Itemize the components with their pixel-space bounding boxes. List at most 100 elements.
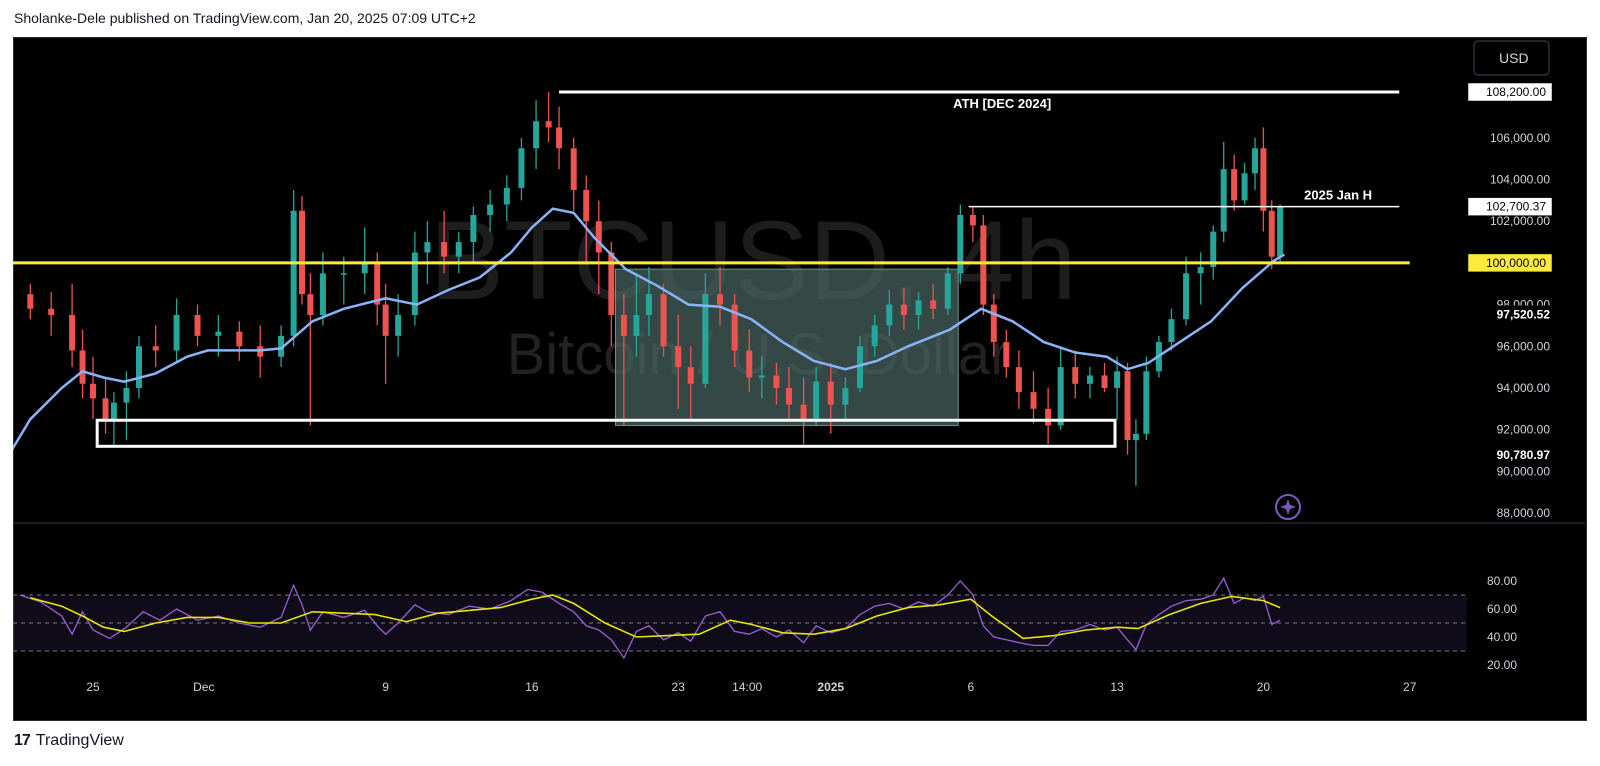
candle-body[interactable] xyxy=(1252,148,1259,174)
candle-body[interactable] xyxy=(395,315,402,336)
candle-body[interactable] xyxy=(595,221,602,253)
candle-body[interactable] xyxy=(645,294,652,316)
candle-body[interactable] xyxy=(1045,408,1052,426)
candle-body[interactable] xyxy=(1101,375,1108,388)
rsi-line[interactable] xyxy=(19,576,1281,660)
candle-body[interactable] xyxy=(518,148,525,188)
candle-body[interactable] xyxy=(857,346,864,388)
support-zone-box[interactable] xyxy=(95,418,1117,448)
candle-body[interactable] xyxy=(758,375,765,378)
candle-body[interactable] xyxy=(69,315,76,351)
footer-brand[interactable]: 17 TradingView xyxy=(14,732,124,750)
candle-body[interactable] xyxy=(319,273,326,316)
candle-body[interactable] xyxy=(1114,371,1121,388)
candle-body[interactable] xyxy=(813,381,820,420)
candle-body[interactable] xyxy=(900,304,907,316)
candle-body[interactable] xyxy=(290,210,297,336)
candle-body[interactable] xyxy=(194,315,201,336)
candle-body[interactable] xyxy=(382,304,389,336)
candle-body[interactable] xyxy=(731,304,738,351)
candle-body[interactable] xyxy=(1210,231,1217,268)
candle-body[interactable] xyxy=(1260,148,1267,211)
candle-body[interactable] xyxy=(842,387,849,405)
candle-body[interactable] xyxy=(1030,392,1037,409)
candle-body[interactable] xyxy=(660,294,667,347)
candle-body[interactable] xyxy=(570,148,577,190)
candle-body[interactable] xyxy=(915,300,922,316)
candle-body[interactable] xyxy=(110,402,117,420)
candle-body[interactable] xyxy=(374,262,381,305)
candle-body[interactable] xyxy=(556,127,563,149)
candle-body[interactable] xyxy=(930,300,937,309)
candle-body[interactable] xyxy=(1183,273,1190,320)
candle-body[interactable] xyxy=(886,304,893,326)
candle-body[interactable] xyxy=(487,204,494,215)
candle-body[interactable] xyxy=(123,387,130,403)
candle-body[interactable] xyxy=(1072,367,1079,384)
sparkle-icon[interactable] xyxy=(1275,494,1301,520)
candle-body[interactable] xyxy=(503,187,510,205)
candle-body[interactable] xyxy=(980,225,987,305)
candle-body[interactable] xyxy=(827,381,834,405)
candle-body[interactable] xyxy=(215,331,222,336)
candle-body[interactable] xyxy=(969,214,976,226)
candle-body[interactable] xyxy=(236,331,243,347)
candle-body[interactable] xyxy=(27,294,34,309)
candle-body[interactable] xyxy=(278,335,285,357)
candle-body[interactable] xyxy=(545,121,552,128)
candle-body[interactable] xyxy=(48,308,55,316)
candle-body[interactable] xyxy=(102,398,109,420)
candle-body[interactable] xyxy=(1003,342,1010,368)
candle-body[interactable] xyxy=(1231,169,1238,201)
candle-body[interactable] xyxy=(340,273,347,275)
candle-body[interactable] xyxy=(1015,367,1022,393)
candle-body[interactable] xyxy=(1268,210,1275,257)
candle-body[interactable] xyxy=(675,346,682,368)
candle-body[interactable] xyxy=(152,346,159,351)
candle-body[interactable] xyxy=(470,214,477,243)
candle-body[interactable] xyxy=(441,242,448,257)
candle-body[interactable] xyxy=(1220,169,1227,232)
candle-body[interactable] xyxy=(608,252,615,316)
candle-body[interactable] xyxy=(79,350,86,384)
candle-body[interactable] xyxy=(957,214,964,274)
candle-body[interactable] xyxy=(746,350,753,378)
candle-body[interactable] xyxy=(687,367,694,384)
candle-body[interactable] xyxy=(135,346,142,388)
candle-body[interactable] xyxy=(944,273,951,309)
candle-body[interactable] xyxy=(785,387,792,405)
candle-body[interactable] xyxy=(173,315,180,351)
candle-body[interactable] xyxy=(871,325,878,347)
candle-body[interactable] xyxy=(455,242,462,257)
btcusd-chart[interactable]: BTCUSD, 4h Bitcoin / U.S. Dollar ATH [DE… xyxy=(13,37,1585,719)
candle-body[interactable] xyxy=(361,262,368,274)
candle-body[interactable] xyxy=(90,383,96,399)
candle-body[interactable] xyxy=(620,315,627,336)
candle-body[interactable] xyxy=(717,294,723,305)
candle-body[interactable] xyxy=(633,315,640,336)
candle-body[interactable] xyxy=(1086,375,1093,384)
currency-button[interactable]: USD xyxy=(1473,40,1550,76)
candle-body[interactable] xyxy=(1241,173,1248,201)
candle-body[interactable] xyxy=(307,294,314,316)
candle-body[interactable] xyxy=(1132,433,1139,441)
candle-body[interactable] xyxy=(1143,371,1150,434)
candle-body[interactable] xyxy=(533,121,540,149)
candle-body[interactable] xyxy=(411,252,418,316)
candle-body[interactable] xyxy=(1197,267,1204,274)
candle-body[interactable] xyxy=(702,294,709,384)
candle-body[interactable] xyxy=(1277,206,1284,257)
price-tag-box[interactable] xyxy=(1467,82,1553,102)
price-tag-box[interactable] xyxy=(1467,253,1553,273)
moving-average-line[interactable] xyxy=(13,207,1285,472)
candle-body[interactable] xyxy=(990,304,997,343)
price-tag-box[interactable] xyxy=(1467,197,1553,216)
candle-body[interactable] xyxy=(1057,367,1064,426)
candle-body[interactable] xyxy=(583,189,590,222)
rsi-ma-line[interactable] xyxy=(30,594,1281,640)
candle-body[interactable] xyxy=(773,375,780,388)
candle-body[interactable] xyxy=(299,210,305,295)
candle-body[interactable] xyxy=(800,404,807,420)
candle-body[interactable] xyxy=(1124,371,1131,441)
candle-body[interactable] xyxy=(1168,319,1175,343)
